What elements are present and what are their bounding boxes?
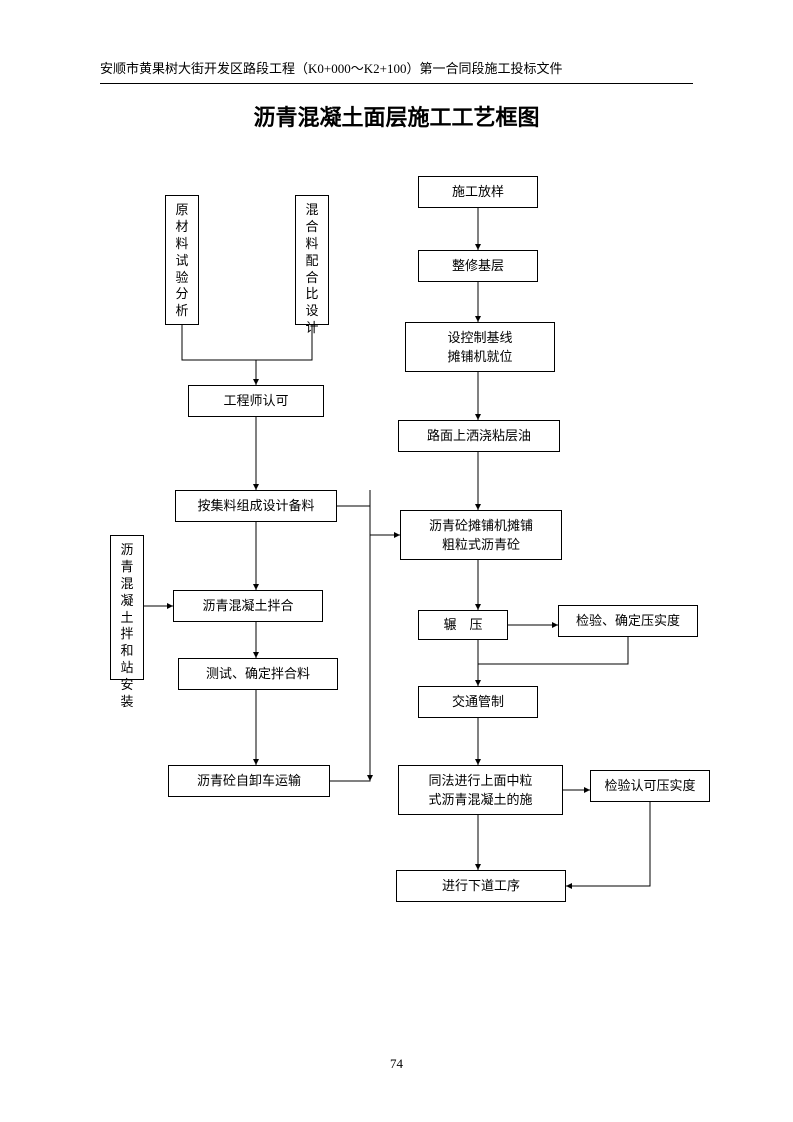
flow-node: 沥青砼摊铺机摊铺 粗粒式沥青砼: [400, 510, 562, 560]
flow-node: 路面上洒浇粘层油: [398, 420, 560, 452]
page: 安顺市黄果树大街开发区路段工程（K0+000～K2+100）第一合同段施工投标文…: [0, 0, 793, 1122]
flow-node: 按集料组成设计备料: [175, 490, 337, 522]
flow-node: 进行下道工序: [396, 870, 566, 902]
flow-node: 测试、确定拌合料: [178, 658, 338, 690]
page-header: 安顺市黄果树大街开发区路段工程（K0+000～K2+100）第一合同段施工投标文…: [100, 58, 693, 84]
flow-node: 原材料试验分析: [165, 195, 199, 325]
flow-node: 辗 压: [418, 610, 508, 640]
flow-node: 沥青砼自卸车运输: [168, 765, 330, 797]
diagram-title: 沥青混凝土面层施工工艺框图: [0, 100, 793, 132]
flow-node: 整修基层: [418, 250, 538, 282]
flow-node: 沥青混凝土拌和站安装: [110, 535, 144, 680]
flow-node: 同法进行上面中粒 式沥青混凝土的施: [398, 765, 563, 815]
flow-node: 检验、确定压实度: [558, 605, 698, 637]
flow-node: 工程师认可: [188, 385, 324, 417]
flow-node: 检验认可压实度: [590, 770, 710, 802]
page-number: 74: [0, 1056, 793, 1072]
flow-node: 交通管制: [418, 686, 538, 718]
flow-node: 施工放样: [418, 176, 538, 208]
flow-node: 沥青混凝土拌合: [173, 590, 323, 622]
flow-node: 混合料配合比设计: [295, 195, 329, 325]
flow-node: 设控制基线 摊铺机就位: [405, 322, 555, 372]
